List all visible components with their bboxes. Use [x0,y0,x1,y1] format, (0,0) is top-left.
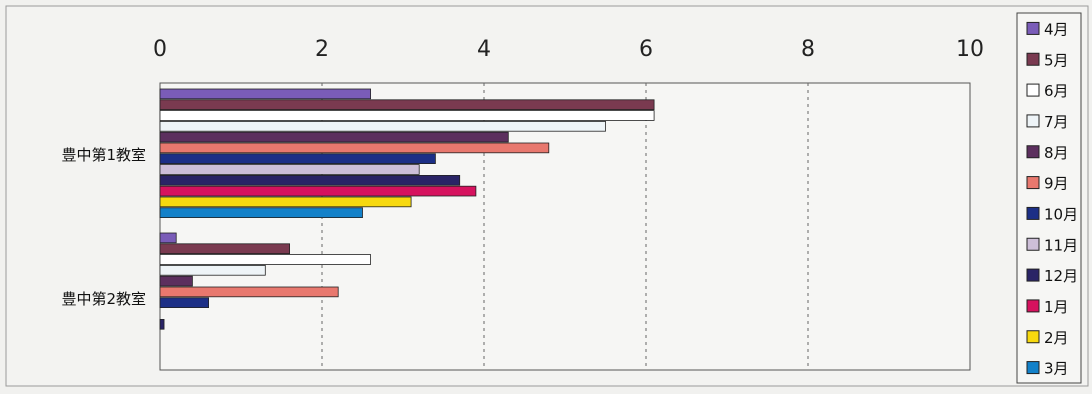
bar [159,243,291,255]
bar [159,196,412,208]
legend-swatch [1026,206,1040,220]
bar [159,153,436,165]
bar [159,254,372,265]
bar [159,286,339,298]
legend-label: 11月 [1044,236,1078,254]
legend-box [1016,12,1082,384]
bar [159,142,550,154]
bar [159,88,372,100]
legend-label: 1月 [1044,298,1069,316]
bar [159,185,477,197]
legend-swatch [1026,268,1040,282]
legend-swatch [1026,145,1040,159]
legend-label: 5月 [1044,51,1069,69]
bar [159,232,177,244]
x-tick-label: 4 [477,37,491,62]
legend-swatch [1026,176,1040,190]
x-tick-label: 0 [153,37,167,62]
bar [159,318,165,330]
x-tick-label: 2 [315,37,329,62]
bar [159,207,363,219]
bar [159,264,266,276]
x-tick-label: 10 [956,37,984,62]
bar [159,275,193,287]
bar [159,121,606,132]
legend-swatch [1026,114,1040,128]
legend-swatch [1026,237,1040,251]
legend-swatch [1026,299,1040,313]
bar [159,174,461,186]
legend-label: 10月 [1044,205,1078,223]
legend-label: 3月 [1044,360,1069,378]
bar [159,110,655,121]
legend-label: 2月 [1044,329,1069,347]
bar [159,297,209,308]
legend-swatch [1026,361,1040,375]
x-tick-label: 6 [639,37,653,62]
category-label: 豊中第1教室 [61,146,146,164]
legend-swatch [1026,52,1040,66]
legend-label: 12月 [1044,267,1078,285]
legend-label: 8月 [1044,144,1069,162]
legend-label: 6月 [1044,82,1069,100]
legend: 4月 5月 6月 7月 8月 9月 10月 11月 12月 1月 2月 3月 [1016,12,1082,384]
legend-label: 4月 [1044,20,1069,38]
x-tick-label: 8 [801,37,815,62]
legend-swatch [1026,330,1040,344]
bar [159,131,509,143]
bar [159,164,420,175]
legend-swatch [1026,21,1040,35]
legend-label: 9月 [1044,175,1069,193]
category-label: 豊中第2教室 [61,290,146,308]
legend-swatch [1026,83,1040,97]
legend-label: 7月 [1044,113,1069,131]
bar [159,99,655,111]
